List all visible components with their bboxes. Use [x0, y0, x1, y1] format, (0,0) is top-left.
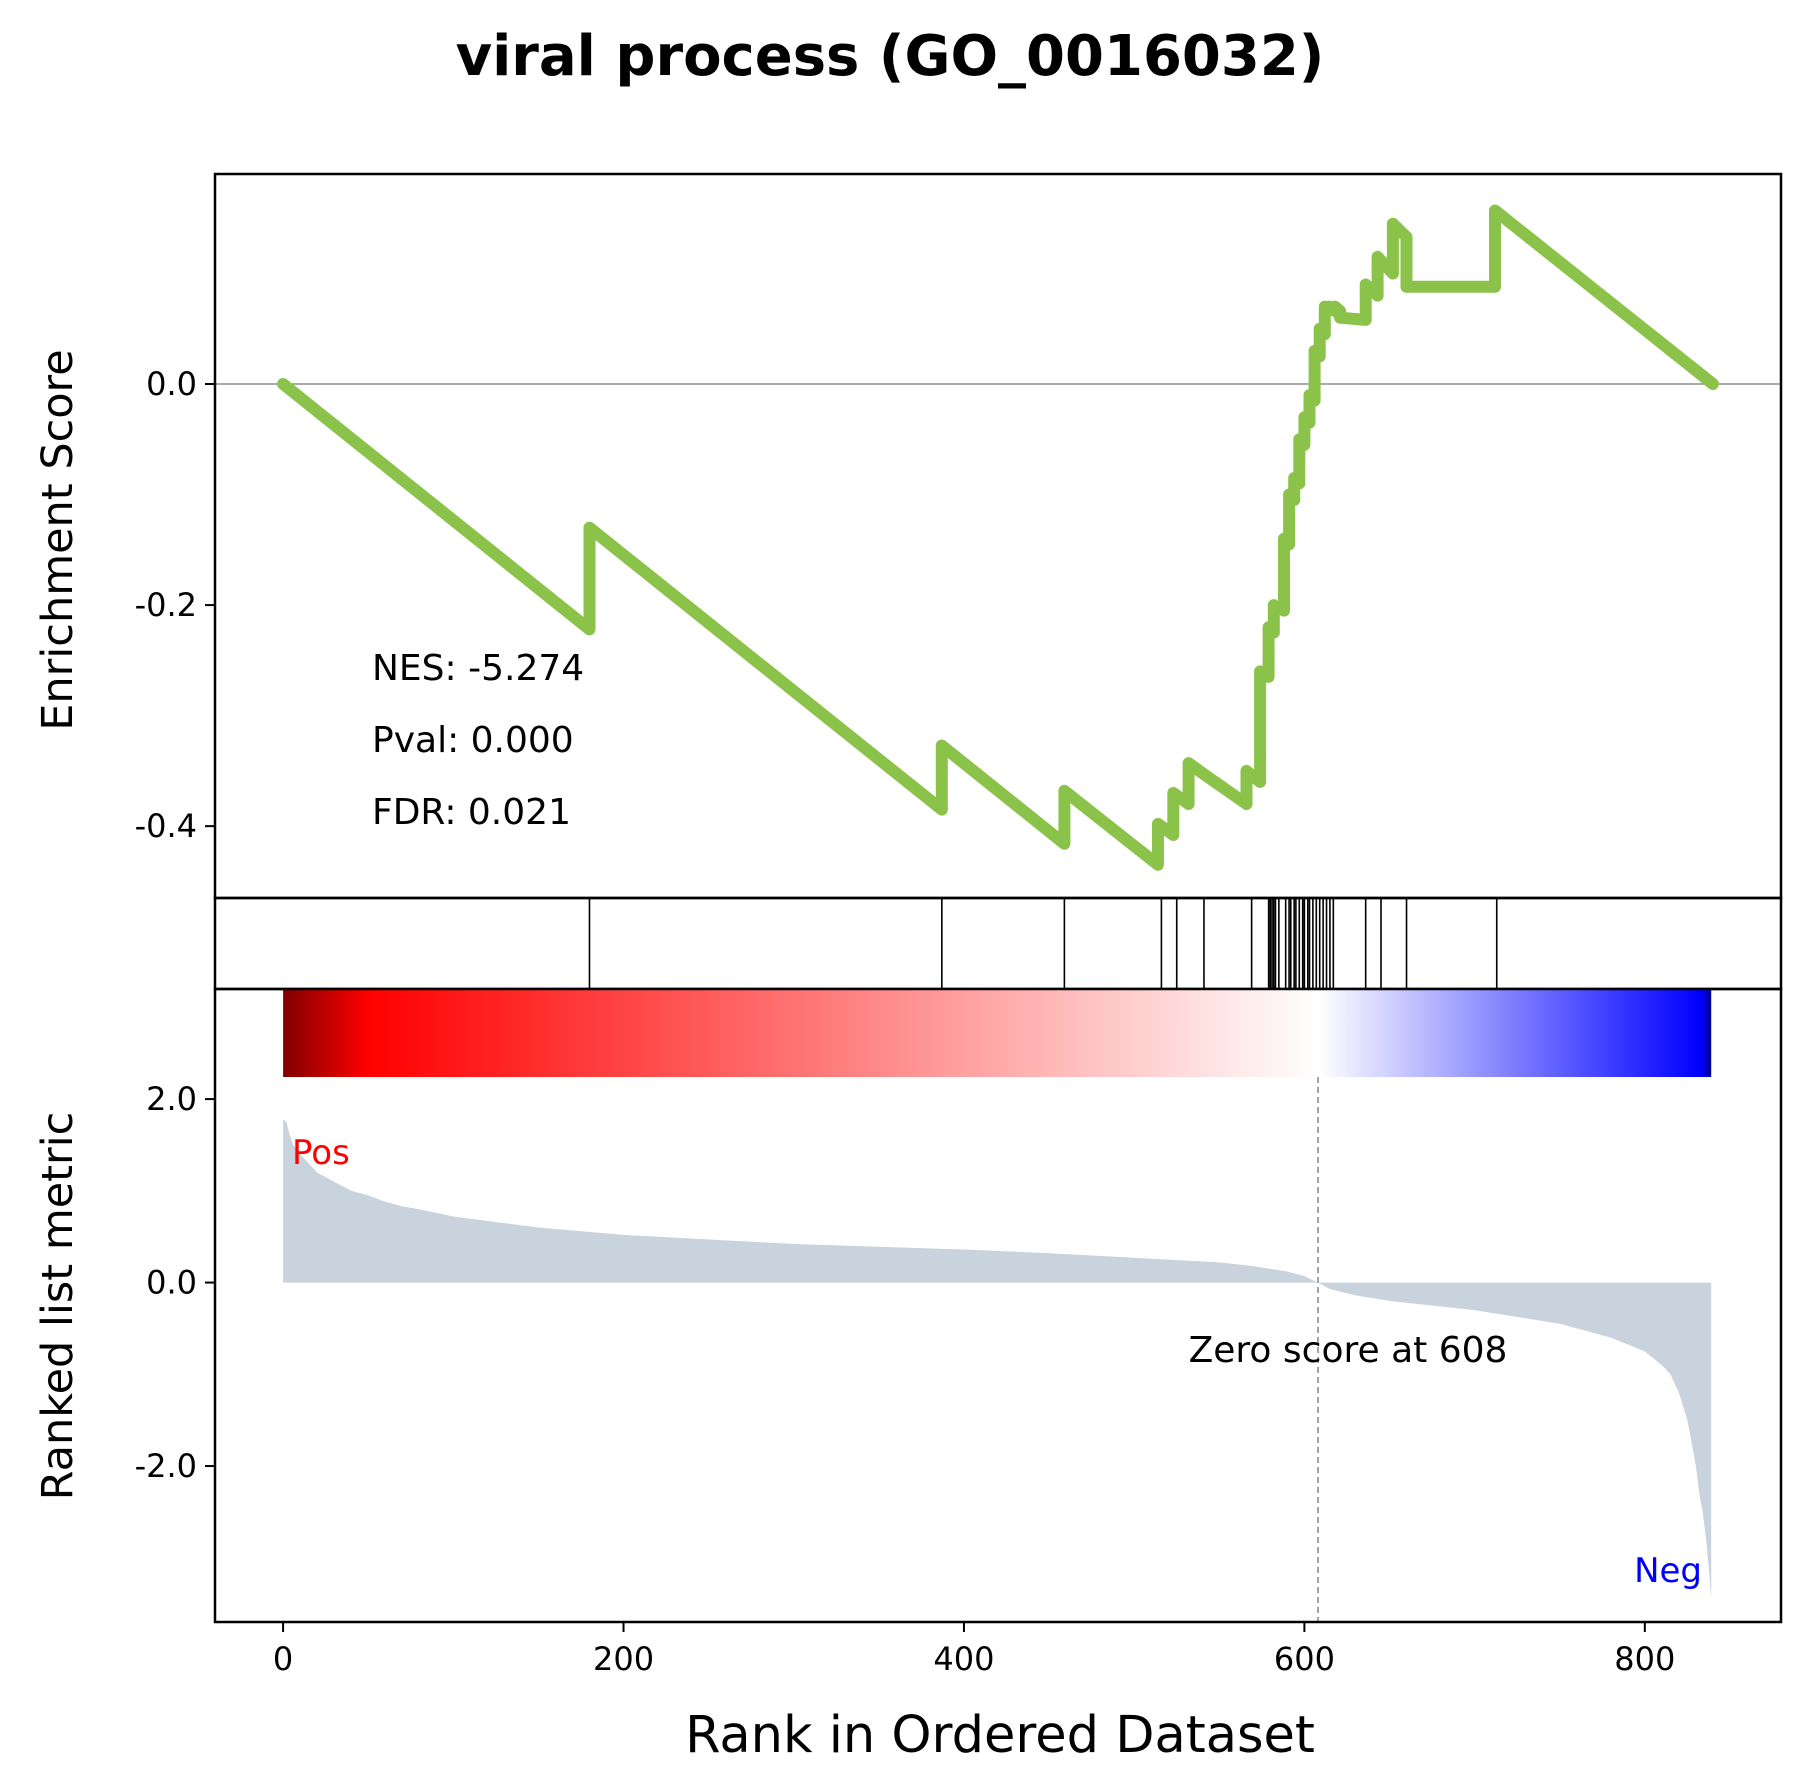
ranked-metric-ylabel: Ranked list metric	[33, 1112, 83, 1501]
x-axis-label: Rank in Ordered Dataset	[685, 1706, 1315, 1765]
x-tick-label: 0	[273, 1640, 293, 1678]
enrichment-panel: 0.0 -0.2 -0.4 NES: -5.274 Pval: 0.000 FDR:…	[135, 172, 1783, 900]
es-y-ticks: 0.0 -0.2 -0.4	[135, 365, 215, 845]
enrichment-score-line	[277, 204, 1719, 871]
ranked-metric-frame	[213, 987, 1783, 1624]
hits-frame	[213, 896, 1783, 991]
hit-lines	[588, 898, 1498, 989]
x-tick-label: 800	[1614, 1640, 1675, 1678]
zero-score-label: Zero score at 608	[1189, 1330, 1508, 1371]
x-tick-label: 400	[933, 1640, 994, 1678]
hits-panel	[213, 896, 1783, 991]
ranked-colorbar	[283, 989, 1712, 1077]
x-tick-label: 200	[593, 1640, 654, 1678]
metric-ytick-label: -2.0	[135, 1447, 197, 1485]
es-ytick-label: -0.2	[135, 586, 197, 624]
metric-ytick-label: 2.0	[146, 1080, 197, 1118]
es-ytick-label: -0.4	[135, 807, 197, 845]
ranked-metric-area	[283, 1119, 1712, 1600]
pos-label: Pos	[292, 1133, 350, 1173]
x-tick-label: 600	[1274, 1640, 1335, 1678]
metric-ytick-label: 0.0	[146, 1264, 197, 1302]
neg-label: Neg	[1634, 1551, 1702, 1591]
ranked-metric-panel: Zero score at 608 Pos Neg 2.0 0.0 -2.0	[135, 987, 1783, 1624]
enrichment-ylabel: Enrichment Score	[33, 349, 83, 731]
fdr-label: FDR: 0.021	[372, 792, 571, 833]
metric-y-ticks: 2.0 0.0 -2.0	[135, 1080, 215, 1485]
es-ytick-label: 0.0	[146, 365, 197, 403]
chart-title: viral process (GO_0016032)	[456, 24, 1325, 89]
x-axis-ticks: 0 200 400 600 800	[273, 1622, 1675, 1678]
pval-label: Pval: 0.000	[372, 720, 574, 761]
nes-label: NES: -5.274	[372, 648, 584, 689]
